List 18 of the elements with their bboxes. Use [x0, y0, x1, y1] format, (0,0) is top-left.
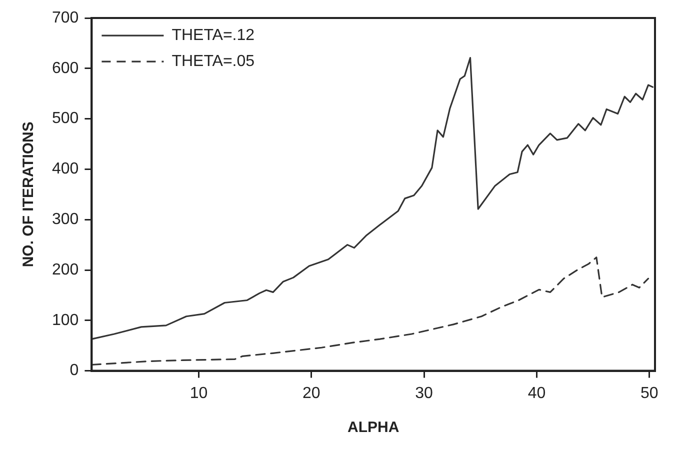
y-tick-label: 200 — [52, 261, 79, 278]
y-axis-title: NO. OF ITERATIONS — [20, 122, 38, 268]
y-tick-label: 400 — [52, 160, 79, 178]
y-tick-label: 100 — [52, 312, 79, 329]
x-axis-title: ALPHA — [348, 419, 400, 436]
y-tick-label: 500 — [52, 110, 79, 128]
y-tick-label: 700 — [52, 9, 79, 26]
x-tick-label: 30 — [415, 384, 434, 402]
legend-label: THETA=.05 — [172, 53, 255, 70]
x-tick-label: 10 — [190, 384, 208, 402]
y-tick-label: 0 — [70, 362, 79, 380]
line-series — [92, 256, 650, 366]
x-tick-label: 50 — [640, 384, 658, 402]
legend-label: THETA=.12 — [172, 27, 255, 44]
y-tick-label: 300 — [52, 211, 79, 228]
x-tick-label: 20 — [302, 384, 320, 402]
y-tick-label: 600 — [52, 60, 79, 77]
x-tick-label: 40 — [528, 384, 546, 402]
